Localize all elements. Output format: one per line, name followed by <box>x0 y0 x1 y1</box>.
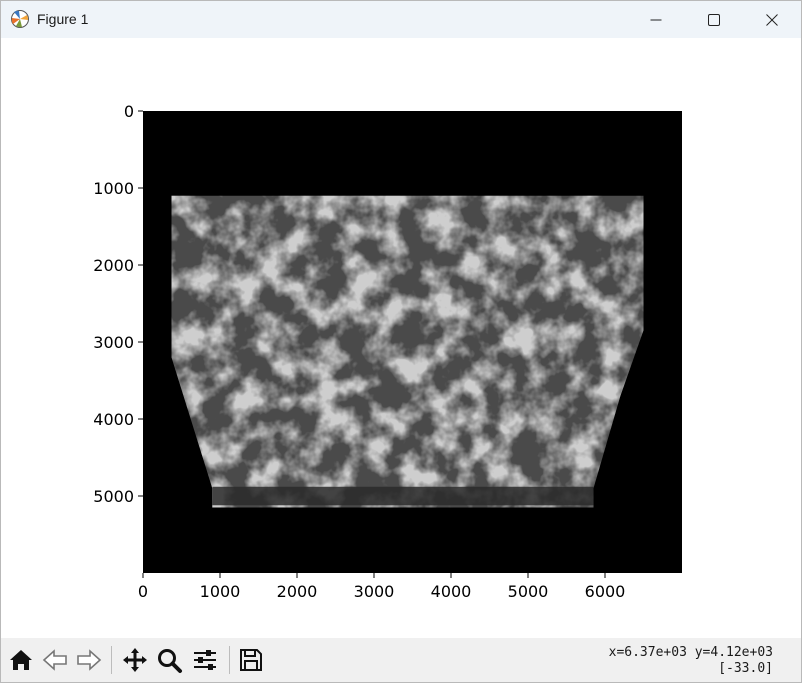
forward-button[interactable] <box>73 644 105 676</box>
cloud-texture <box>171 195 644 508</box>
y-tick-label: 5000 <box>93 487 134 506</box>
back-arrow-icon <box>42 649 67 671</box>
sliders-icon <box>194 650 216 670</box>
image-plot[interactable]: 0 1000 2000 3000 4000 5000 6000 0 1000 2000 3000 4… <box>1 38 801 638</box>
x-axis: 0 1000 2000 3000 4000 5000 6000 <box>138 573 625 601</box>
maximize-icon <box>708 13 720 26</box>
save-icon <box>240 649 262 671</box>
home-button[interactable] <box>5 644 37 676</box>
y-tick-label: 2000 <box>93 256 134 275</box>
x-tick-label: 2000 <box>277 582 318 601</box>
zoom-icon <box>158 649 182 673</box>
matplotlib-icon <box>10 9 30 29</box>
save-button[interactable] <box>235 644 267 676</box>
figure-canvas[interactable]: 0 1000 2000 3000 4000 5000 6000 0 1000 2000 3000 4… <box>1 38 801 638</box>
minimize-icon <box>650 19 662 20</box>
toolbar-separator <box>111 646 112 674</box>
configure-subplots-button[interactable] <box>189 644 221 676</box>
home-icon <box>10 650 32 670</box>
x-tick-label: 6000 <box>585 582 626 601</box>
x-tick-label: 5000 <box>508 582 549 601</box>
pan-button[interactable] <box>119 644 151 676</box>
zoom-button[interactable] <box>153 644 185 676</box>
back-button[interactable] <box>39 644 71 676</box>
forward-arrow-icon <box>77 649 102 671</box>
y-tick-label: 4000 <box>93 410 134 429</box>
y-tick-label: 0 <box>124 102 134 121</box>
window-title: Figure 1 <box>37 11 89 27</box>
coordinate-xy: x=6.37e+03 y=4.12e+03 <box>608 645 773 660</box>
y-tick-label: 3000 <box>93 333 134 352</box>
scanline-artifact-band <box>212 486 594 506</box>
y-tick-label: 1000 <box>93 179 134 198</box>
close-button[interactable] <box>743 1 801 38</box>
close-icon <box>766 13 778 26</box>
maximize-button[interactable] <box>685 1 743 38</box>
x-tick-label: 1000 <box>200 582 241 601</box>
minimize-button[interactable] <box>627 1 685 38</box>
pan-icon <box>123 648 147 672</box>
title-bar[interactable]: Figure 1 <box>1 1 801 38</box>
y-axis: 0 1000 2000 3000 4000 5000 <box>93 102 143 506</box>
axes: 0 1000 2000 3000 4000 5000 6000 0 1000 2000 3000 4… <box>93 102 682 601</box>
toolbar-separator <box>229 646 230 674</box>
cursor-coordinate-readout: x=6.37e+03 y=4.12e+03 [-33.0] <box>609 645 773 677</box>
x-tick-label: 0 <box>138 582 148 601</box>
navigation-toolbar: x=6.37e+03 y=4.12e+03 [-33.0] <box>1 638 801 682</box>
x-tick-label: 4000 <box>431 582 472 601</box>
pixel-value: [-33.0] <box>718 661 773 676</box>
x-tick-label: 3000 <box>354 582 395 601</box>
